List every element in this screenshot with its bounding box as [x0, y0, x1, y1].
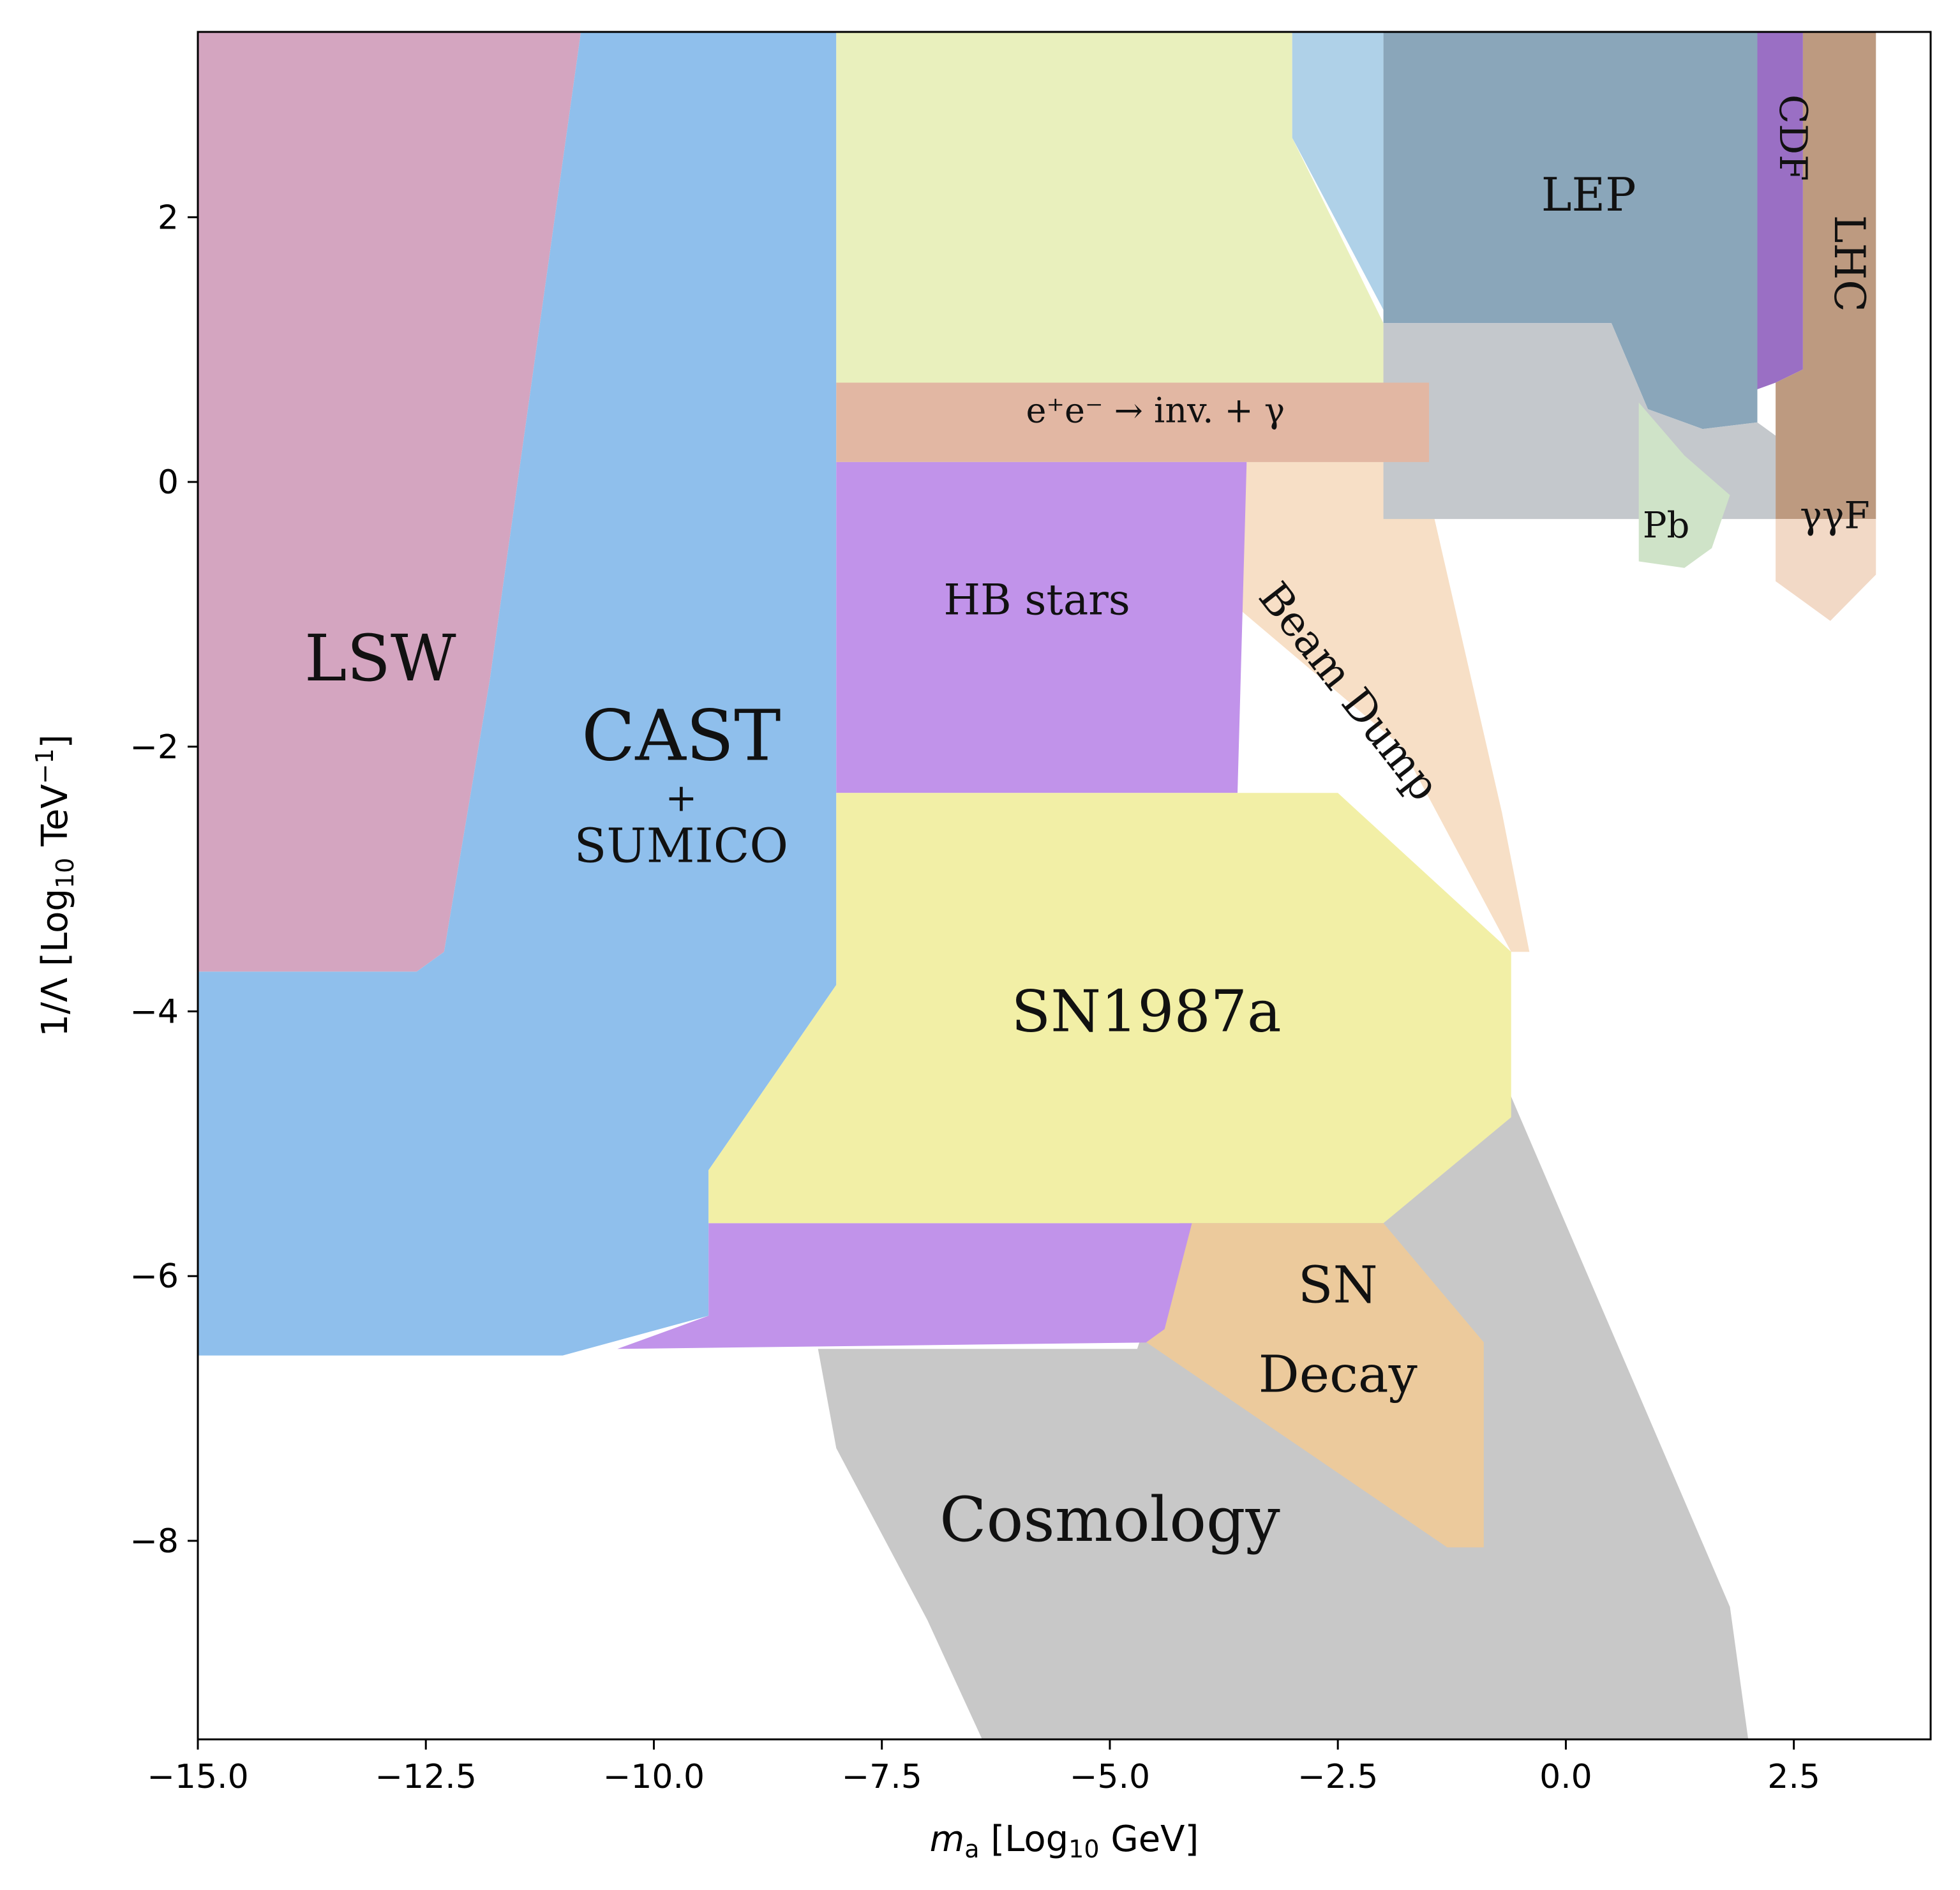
- region-label-cosmology: Cosmology: [939, 1484, 1280, 1556]
- region-hb-lower-band: [617, 1223, 1192, 1349]
- region-label-hb-stars: HB stars: [944, 575, 1130, 624]
- regions-layer: [198, 32, 1876, 1739]
- region-label-gammagamma-f: γγF: [1800, 494, 1870, 537]
- region-label-lhc: LHC: [1825, 215, 1874, 312]
- region-sn1987a: [708, 793, 1511, 1224]
- region-label-lep: LEP: [1541, 168, 1636, 221]
- ticks-layer: −15.0 −12.5 −10.0 −7.5 −5.0 −2.5 0.0 2.5 2 0 −2 −4 −…: [130, 199, 1820, 1796]
- y-tick-label: −8: [130, 1522, 179, 1561]
- y-tick-label: 2: [158, 199, 179, 237]
- region-gammagamma-f: [1776, 519, 1876, 621]
- region-lep-halo: [1292, 32, 1384, 310]
- region-label-cdf: CDF: [1770, 94, 1815, 181]
- region-ee-inv-gamma: [836, 382, 1430, 462]
- x-tick-label: −10.0: [603, 1758, 705, 1796]
- region-lhc: [1776, 32, 1876, 520]
- x-tick-label: −15.0: [147, 1758, 248, 1796]
- region-label-sn-decay: SN Decay: [1259, 1256, 1418, 1404]
- y-axis-label: 1/Λ [Log10 TeV−1]: [31, 735, 79, 1037]
- x-axis-label: ma [Log10 GeV]: [930, 1819, 1199, 1863]
- y-tick-label: 0: [158, 463, 179, 502]
- region-cast-sumico: [198, 32, 837, 1356]
- x-tick-label: 0.0: [1539, 1758, 1592, 1796]
- region-cdf: [1757, 32, 1803, 389]
- y-tick-label: −2: [130, 728, 179, 767]
- region-lsw: [198, 32, 581, 972]
- region-lep: [1383, 32, 1758, 430]
- x-tick-label: −2.5: [1298, 1758, 1378, 1796]
- y-tick-label: −4: [130, 993, 179, 1031]
- y-tick-label: −6: [130, 1257, 179, 1296]
- x-tick-label: −12.5: [375, 1758, 477, 1796]
- region-label-pb: Pb: [1643, 505, 1690, 546]
- x-tick-label: −5.0: [1070, 1758, 1150, 1796]
- region-pb: [1638, 402, 1730, 568]
- x-tick-label: −7.5: [842, 1758, 922, 1796]
- region-label-lsw: LSW: [304, 621, 456, 696]
- region-hb-stars: [836, 461, 1247, 793]
- region-upper-yellow: [836, 32, 1384, 383]
- plot-frame: [197, 31, 1932, 1741]
- x-tick-label: 2.5: [1767, 1758, 1820, 1796]
- region-sn-decay: [1146, 1223, 1484, 1548]
- region-label-ee-inv-gamma: e⁺e⁻ → inv. + γ: [1026, 391, 1285, 431]
- region-label-sn1987a: SN1987a: [1012, 979, 1282, 1046]
- region-label-cast-sumico: CAST + SUMICO: [574, 695, 788, 874]
